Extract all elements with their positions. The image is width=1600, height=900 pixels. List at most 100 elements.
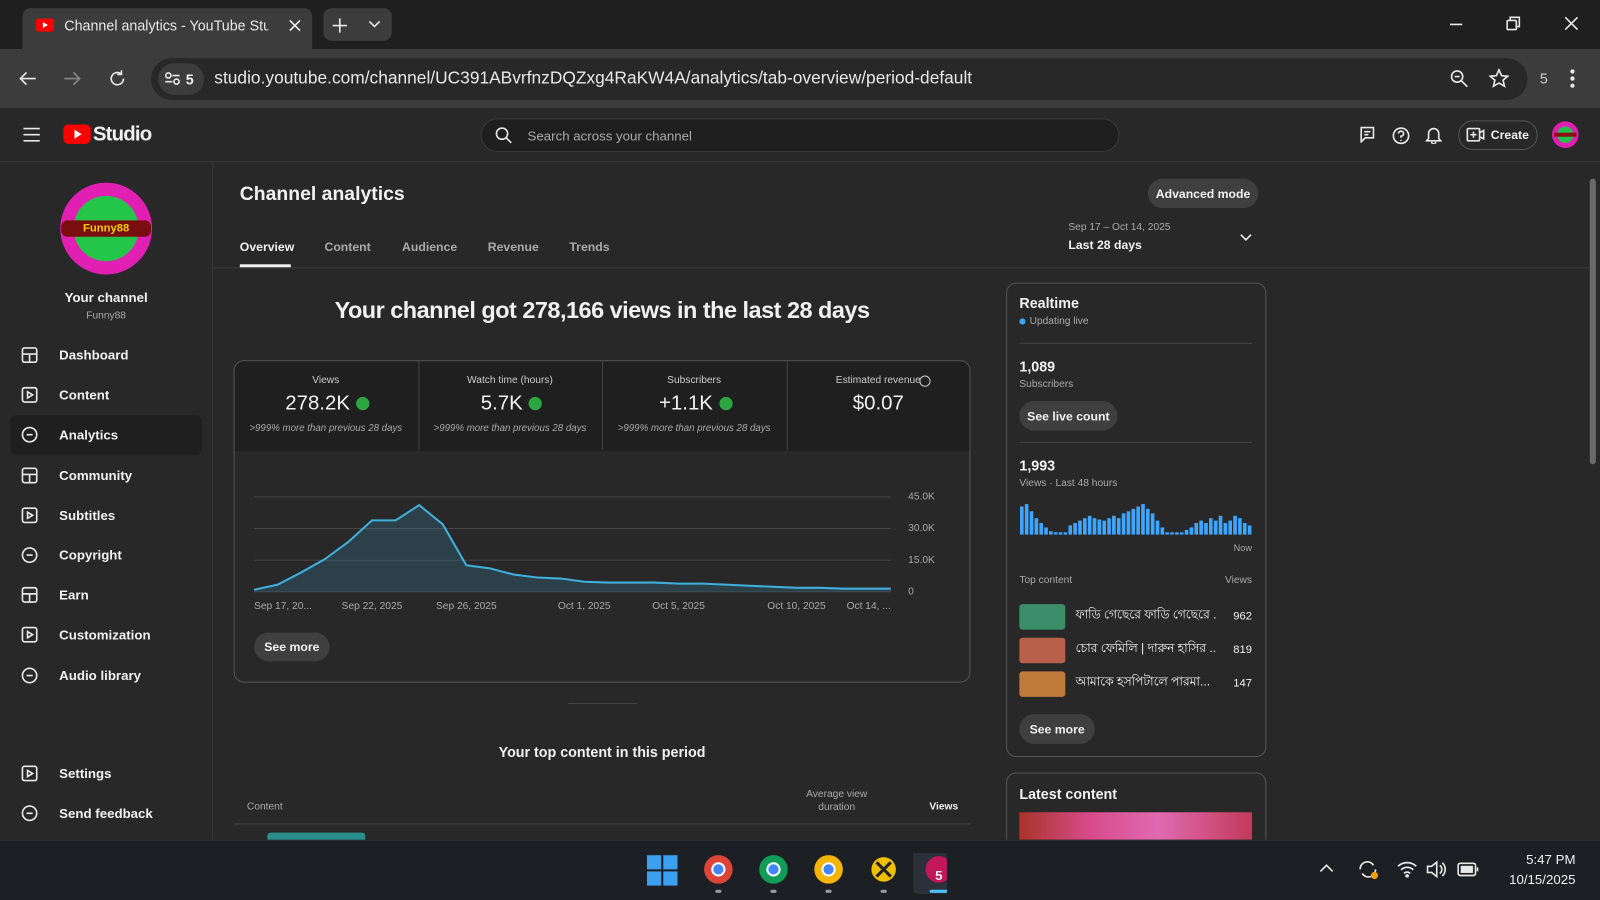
x-tick-label: Sep 22, 2025 (342, 601, 403, 612)
scrollbar-thumb[interactable] (1589, 178, 1596, 465)
latest-title: Latest content (1019, 785, 1118, 803)
nav-item[interactable]: Customization (59, 627, 151, 643)
content-thumbnail[interactable] (267, 832, 366, 841)
bar (1146, 508, 1150, 535)
bar (1213, 520, 1218, 535)
column-content: Content (246, 801, 283, 813)
bar (1141, 504, 1145, 535)
date-range: Sep 17 – Oct 14, 2025 (1068, 221, 1171, 234)
thumbnail[interactable] (1019, 671, 1066, 697)
tab[interactable]: Revenue (487, 239, 539, 255)
page-title: Channel analytics (239, 183, 405, 206)
clock-time[interactable]: 5:47 PM (1526, 851, 1576, 867)
metric-value: $0.07 (852, 392, 904, 415)
nav-item[interactable]: Audio library (59, 667, 142, 683)
content-title[interactable]: ফাডি গেছেরে ফাডি গেছেরে ... (1075, 607, 1217, 622)
channel-avatar[interactable] (60, 182, 153, 275)
now-label: Now (1233, 542, 1253, 554)
close-window-button[interactable] (1564, 16, 1579, 31)
reload-button[interactable] (108, 69, 126, 87)
tab-actions (323, 8, 392, 41)
content-title[interactable]: আমাকে হসপিটালে পারমা... (1075, 674, 1211, 689)
bar (1078, 520, 1082, 535)
bar (1179, 532, 1184, 535)
volume-icon[interactable] (1426, 860, 1447, 879)
browser-menu[interactable] (1568, 69, 1576, 88)
content-title[interactable]: চোর ফেমিলি | দারুন হাসির ... (1075, 640, 1217, 656)
site-info-button[interactable] (158, 63, 205, 95)
search-icon (495, 127, 512, 144)
views-label: Views · Last 48 hours (1019, 478, 1118, 490)
period-dropdown[interactable] (1240, 234, 1252, 242)
tab[interactable]: Trends (569, 239, 610, 255)
restore-button[interactable] (1506, 16, 1521, 31)
create-button[interactable] (1458, 120, 1538, 150)
youtube-logo[interactable] (63, 124, 91, 144)
latest-thumbnail[interactable] (1019, 812, 1253, 840)
taskbar-apps[interactable] (702, 853, 947, 896)
search-box[interactable] (480, 118, 1120, 153)
profile-badge[interactable]: 5 (1539, 70, 1548, 87)
thumbnail[interactable] (1019, 604, 1066, 630)
realtime-chart (1019, 504, 1252, 535)
back-button[interactable] (18, 70, 36, 86)
nav-item[interactable]: Dashboard (59, 347, 129, 363)
bookmark-star[interactable] (1488, 68, 1510, 88)
start-button[interactable] (646, 855, 678, 886)
metric-label: Watch time (hours) (467, 374, 553, 387)
nav-item[interactable]: Content (59, 387, 110, 403)
bar (1039, 522, 1044, 535)
tab-title: Channel analytics - YouTube Stu (64, 17, 269, 34)
tab[interactable]: Overview (239, 239, 295, 255)
x-tick-label: Oct 14, ... (847, 601, 891, 612)
tab-search-button[interactable] (368, 19, 381, 29)
metric-value: +1.1K (659, 392, 713, 415)
x-tick-label: Sep 17, 20... (254, 601, 312, 612)
y-tick-label: 15.0K (908, 555, 935, 566)
tray-overflow[interactable] (1319, 863, 1334, 873)
wifi-icon[interactable] (1397, 861, 1417, 878)
tray-sync[interactable] (1357, 859, 1379, 880)
nav-icon (21, 587, 38, 604)
advanced-mode-button[interactable]: Advanced mode (1147, 178, 1259, 209)
notifications-icon[interactable] (1425, 126, 1442, 144)
subscriber-label: Subscribers (1019, 379, 1074, 391)
new-tab-button[interactable] (332, 17, 348, 33)
tab-close[interactable] (289, 19, 301, 32)
battery-icon[interactable] (1457, 862, 1479, 877)
period[interactable]: Last 28 days (1068, 237, 1142, 253)
clock-date[interactable]: 10/15/2025 (1509, 871, 1576, 888)
thumbnail[interactable] (1019, 637, 1066, 664)
info-icon (919, 375, 931, 387)
nav-item[interactable]: Copyright (59, 547, 122, 563)
account-avatar[interactable] (1552, 121, 1579, 148)
omnibox[interactable] (151, 58, 1528, 100)
realtime-see-more[interactable]: See more (1019, 714, 1095, 744)
nav-item[interactable]: Send feedback (59, 805, 153, 821)
bar (1121, 513, 1126, 535)
active-tab[interactable] (22, 8, 313, 49)
messages-icon[interactable] (1359, 126, 1375, 143)
see-more-button[interactable]: See more (254, 632, 330, 662)
nav-item[interactable]: Earn (59, 587, 89, 603)
site-info-icon (164, 72, 180, 85)
nav-item[interactable]: Settings (59, 765, 112, 782)
realtime-title: Realtime (1019, 294, 1079, 312)
taskbar-app-badge: 5 (935, 867, 943, 884)
zoom-icon[interactable] (1450, 69, 1468, 88)
tab[interactable]: Content (324, 239, 371, 255)
realtime-card (1006, 282, 1267, 758)
see-live-count-button[interactable]: See live count (1019, 401, 1118, 431)
tab[interactable]: Audience (402, 239, 458, 255)
bar (1204, 522, 1208, 535)
help-icon[interactable] (1392, 127, 1410, 145)
forward-button[interactable] (63, 70, 81, 86)
menu-button[interactable] (22, 127, 40, 142)
nav-item[interactable]: Subtitles (59, 507, 116, 523)
bar (1073, 522, 1077, 535)
minimize-button[interactable] (1449, 16, 1463, 30)
sidebar-divider (212, 161, 214, 840)
nav-item[interactable]: Analytics (59, 427, 119, 443)
metric-divider (417, 360, 419, 450)
nav-item[interactable]: Community (59, 467, 133, 483)
